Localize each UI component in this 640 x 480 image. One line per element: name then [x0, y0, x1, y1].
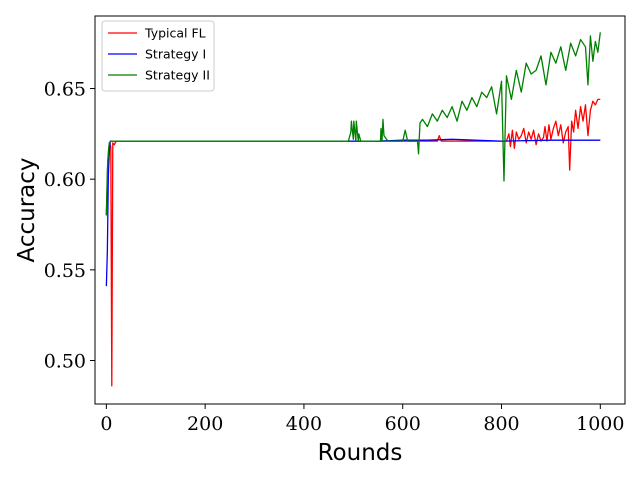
x-tick-label: 800 [483, 413, 519, 435]
x-tick-label: 200 [187, 413, 223, 435]
x-axis-label: Rounds [318, 440, 403, 466]
series-line-0 [105, 98, 601, 387]
y-tick-label: 0.50 [44, 350, 86, 372]
y-tick-label: 0.65 [44, 79, 86, 101]
legend-label-0: Typical FL [144, 26, 206, 41]
x-tick-label: 1000 [576, 413, 624, 435]
plot-frame [94, 15, 626, 405]
ticks-layer: 0 200 400 600 800 1000 0.50 0.55 0.60 0.65 [44, 79, 625, 435]
x-tick-label: 0 [100, 413, 112, 435]
legend-label-1: Strategy I [145, 47, 206, 62]
series-line-2 [105, 32, 601, 216]
series-layer [105, 32, 601, 387]
y-axis-label: Accuracy [14, 157, 40, 262]
series-line-1 [105, 138, 601, 287]
y-tick-label: 0.55 [44, 260, 86, 282]
legend: Typical FL Strategy I Strategy II [101, 20, 215, 92]
x-tick-label: 400 [286, 413, 322, 435]
legend-box [101, 20, 215, 92]
x-tick-label: 600 [385, 413, 421, 435]
legend-label-2: Strategy II [145, 68, 210, 83]
y-tick-label: 0.60 [44, 169, 86, 191]
